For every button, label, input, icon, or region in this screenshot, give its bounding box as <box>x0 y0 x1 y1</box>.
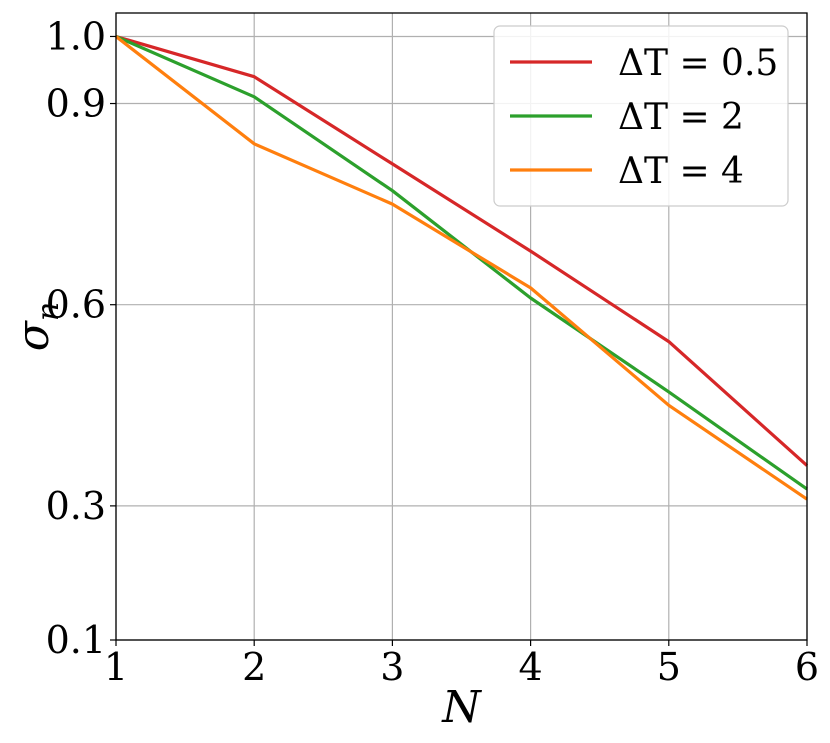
series-lines <box>115 34 809 501</box>
y-tick-label: 0.1 <box>46 618 106 662</box>
x-tick-label: 1 <box>104 645 128 689</box>
y-axis-label-subscript: n <box>31 302 66 321</box>
legend-label: ΔT = 0.5 <box>618 43 778 84</box>
y-tick-label: 0.3 <box>46 484 106 528</box>
x-tick-label: 2 <box>242 645 266 689</box>
x-tick-label: 6 <box>795 645 819 689</box>
x-tick-label: 4 <box>519 645 543 689</box>
y-tick-label: 0.6 <box>46 283 106 327</box>
legend-label: ΔT = 4 <box>618 151 744 192</box>
plot-frame <box>115 12 808 641</box>
x-tick-label: 3 <box>380 645 404 689</box>
legend-box <box>493 25 789 207</box>
x-axis-label: N <box>441 682 482 733</box>
x-tick-label: 5 <box>657 645 681 689</box>
y-axis-label-symbol: σ <box>8 319 59 351</box>
legend-label: ΔT = 2 <box>618 97 744 138</box>
series-line <box>115 34 809 467</box>
legend: ΔT = 0.5 ΔT = 2 ΔT = 4 <box>493 25 789 207</box>
axis-ticks: 1 2 3 4 5 6 0.1 0.3 0.6 0.9 1.0 <box>46 14 820 689</box>
y-tick-label: 0.9 <box>46 82 106 126</box>
y-axis-label: σn <box>8 302 66 351</box>
y-tick-label: 1.0 <box>46 14 106 58</box>
series-line <box>115 35 808 501</box>
